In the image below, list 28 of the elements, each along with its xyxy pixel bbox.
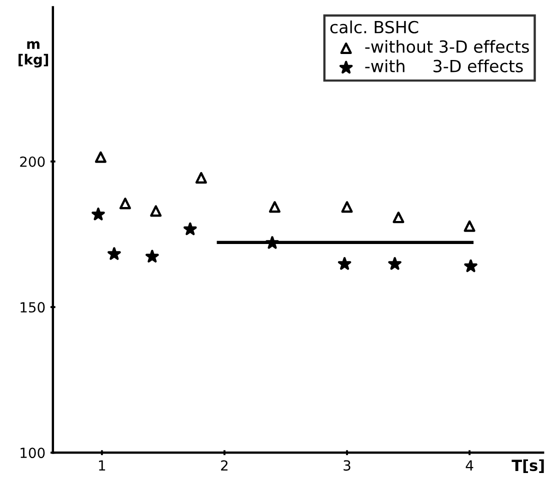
point (388, 257, 402, 270)
point (464, 259, 478, 272)
point (195, 172, 207, 184)
x-tick-label: 1 (99, 460, 106, 470)
x-tick-label: 3 (344, 460, 350, 471)
point (392, 212, 404, 224)
point (341, 201, 353, 213)
point (146, 250, 159, 263)
point (92, 208, 105, 220)
point (119, 198, 131, 210)
point (150, 205, 162, 217)
y-tick-label: 150 (20, 302, 45, 313)
legend-label: -with 3-D effects (365, 59, 523, 72)
point (94, 151, 106, 163)
legend-label: -without 3-D effects (365, 40, 529, 53)
y-axis-title: m [kg] (18, 41, 48, 68)
point (338, 257, 352, 270)
y-tick-label: 100 (20, 448, 45, 458)
y-tick-label: 200 (20, 156, 45, 167)
point (268, 201, 280, 213)
x-tick-label: 2 (221, 460, 228, 470)
x-axis-title: T[s] (512, 459, 544, 473)
point (108, 247, 121, 260)
point (266, 236, 279, 249)
point (184, 222, 197, 236)
legend-title: calc. BSHC (330, 20, 418, 34)
x-tick-label: 4 (466, 460, 474, 470)
point (464, 220, 476, 232)
